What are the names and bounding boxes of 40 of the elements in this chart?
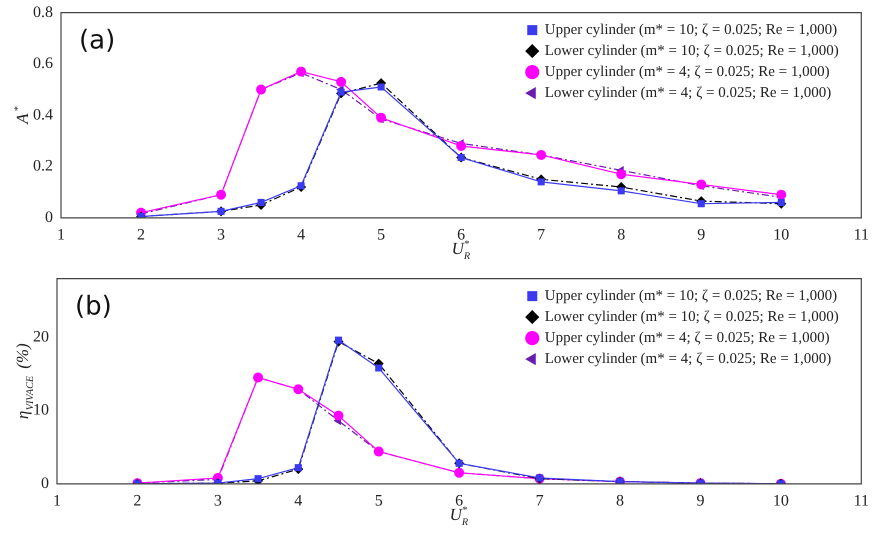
x-tick-label: 5 (374, 492, 383, 510)
x-tick-label: 8 (616, 492, 624, 510)
x-tick-label: 11 (854, 492, 869, 510)
x-tick-label: 2 (133, 492, 142, 510)
legend-label: Lower cylinder (m* = 10; ζ = 0.025; Re = 1,000) (544, 309, 839, 326)
x-tick-label: 7 (536, 492, 544, 510)
x-tick-label: 1 (57, 226, 65, 244)
x-tick-label: 4 (294, 492, 302, 510)
y-tick-label: 20 (33, 328, 49, 346)
annotation: (b) (75, 292, 112, 322)
x-tick-label: 6 (457, 226, 466, 244)
x-tick-label: 2 (137, 226, 146, 244)
y-tick-label: 0.4 (33, 106, 53, 124)
legend-label: Lower cylinder (m* = 4; ζ = 0.025; Re = 1,000) (544, 351, 832, 368)
x-tick-label: 3 (217, 226, 226, 244)
x-tick-label: 3 (214, 492, 222, 510)
legend-label: Lower cylinder (m* = 10; ζ = 0.025; Re = 1,000) (544, 43, 839, 60)
x-tick-label: 10 (772, 492, 789, 510)
x-tick-label: 6 (455, 492, 464, 510)
x-tick-label: 1 (53, 492, 61, 510)
x-tick-label: 7 (537, 226, 546, 244)
annotation: (a) (79, 26, 116, 56)
y-axis-title: A* (13, 106, 32, 125)
x-tick-label: 10 (773, 226, 790, 244)
x-tick-label: 9 (697, 226, 706, 244)
y-tick-label: 0 (45, 209, 53, 226)
x-tick-label: 8 (617, 226, 626, 244)
y-tick-label: 0.8 (33, 4, 53, 21)
legend-label: Upper cylinder (m* = 4; ζ = 0.025; Re = 1,000) (544, 64, 830, 80)
x-tick-label: 5 (377, 226, 386, 244)
y-tick-label: 0.6 (33, 55, 53, 72)
y-tick-label: 0.2 (33, 158, 53, 175)
x-tick-label: 11 (854, 226, 869, 244)
legend-label: Lower cylinder (m* = 4; ζ = 0.025; Re = 1,000) (544, 85, 832, 102)
legend-label: Upper cylinder (m* = 4; ζ = 0.025; Re = 1,000) (544, 330, 830, 346)
x-tick-label: 9 (696, 492, 704, 510)
y-tick-label: 0 (41, 475, 49, 492)
legend-label: Upper cylinder (m* = 10; ζ = 0.025; Re = 1,000) (544, 22, 838, 38)
x-tick-label: 4 (297, 226, 306, 244)
legend-label: Upper cylinder (m* = 10; ζ = 0.025; Re = 1,000) (544, 288, 838, 304)
